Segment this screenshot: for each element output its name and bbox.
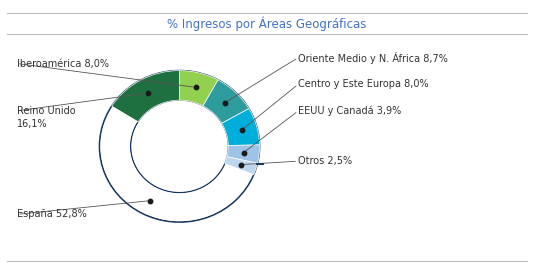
Bar bbox=[256, 163, 263, 164]
Wedge shape bbox=[112, 70, 179, 122]
Text: Otros 2,5%: Otros 2,5% bbox=[299, 156, 352, 166]
Wedge shape bbox=[227, 145, 260, 163]
Text: % Ingresos por Áreas Geográficas: % Ingresos por Áreas Geográficas bbox=[167, 17, 367, 31]
Text: Iberoamérica 8,0%: Iberoamérica 8,0% bbox=[17, 58, 109, 69]
Wedge shape bbox=[222, 109, 260, 146]
Wedge shape bbox=[179, 70, 218, 106]
Text: 16,1%: 16,1% bbox=[17, 119, 48, 129]
Circle shape bbox=[131, 101, 227, 192]
Text: EEUU y Canadá 3,9%: EEUU y Canadá 3,9% bbox=[299, 106, 402, 116]
Text: Centro y Este Europa 8,0%: Centro y Este Europa 8,0% bbox=[299, 79, 429, 89]
Wedge shape bbox=[203, 80, 249, 123]
Text: Reino Unido: Reino Unido bbox=[17, 106, 76, 116]
Text: España 52,8%: España 52,8% bbox=[17, 209, 87, 219]
Text: Oriente Medio y N. África 8,7%: Oriente Medio y N. África 8,7% bbox=[299, 52, 448, 63]
Wedge shape bbox=[225, 157, 257, 175]
Wedge shape bbox=[100, 107, 253, 221]
